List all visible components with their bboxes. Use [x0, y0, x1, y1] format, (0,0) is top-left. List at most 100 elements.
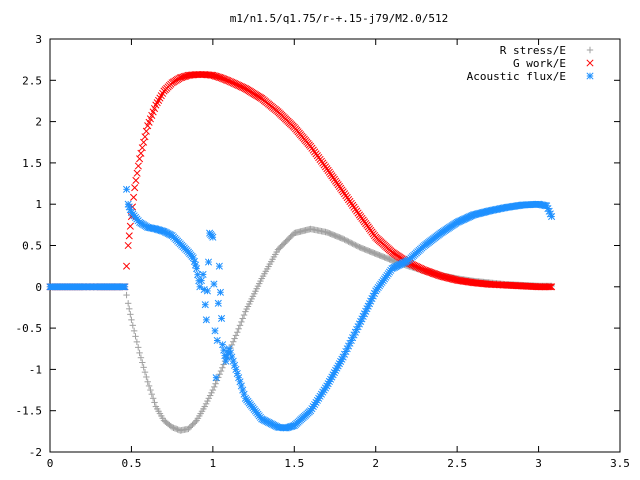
data-point: [179, 73, 187, 81]
data-point: [148, 390, 155, 398]
data-point: [240, 390, 248, 398]
x-tick-label: 0: [47, 457, 54, 470]
data-point: [135, 344, 142, 351]
x-tick-label: 2.5: [447, 457, 467, 470]
x-tick-label: 1.5: [284, 457, 304, 470]
x-tick-label: 3: [535, 457, 542, 470]
data-point: [428, 269, 436, 277]
data-point: [208, 389, 215, 397]
data-point: [339, 235, 347, 243]
data-point: [426, 268, 434, 276]
data-point: [209, 233, 217, 241]
data-point: [352, 241, 359, 249]
data-point: [546, 283, 554, 291]
y-tick-label: -2: [29, 446, 42, 459]
data-point: [125, 232, 133, 240]
data-point: [213, 336, 221, 345]
data-point: [201, 301, 209, 309]
data-point: [174, 426, 181, 433]
y-tick-label: -1.5: [16, 405, 43, 418]
data-point: [203, 287, 211, 295]
data-point: [137, 149, 145, 157]
data-point: [132, 333, 139, 340]
data-point: [141, 133, 149, 141]
data-point: [193, 265, 201, 273]
chart-title: m1/n1.5/q1.75/r-+.15-j79/M2.0/512: [230, 12, 449, 25]
data-point: [353, 242, 360, 249]
axis-ticks: 0 0.5 1 1.5 2 2.5 3 3.5 -2 -1.5 -1 -0.5 0 0.5 1 1.5 2 2.5…: [16, 33, 630, 470]
data-point: [199, 270, 207, 278]
data-point: [126, 222, 134, 230]
data-point: [345, 342, 353, 350]
data-point: [149, 395, 157, 402]
data-point: [232, 332, 240, 339]
data-point: [230, 338, 237, 345]
data-point: [433, 271, 441, 279]
data-point: [212, 380, 219, 387]
data-point: [210, 72, 218, 80]
data-point: [127, 311, 134, 318]
data-point: [206, 392, 214, 399]
data-point: [342, 237, 350, 244]
data-point: [236, 322, 244, 329]
x-tick-label: 1: [210, 457, 217, 470]
legend-label: Acoustic flux/E: [467, 70, 566, 83]
data-point: [133, 338, 141, 346]
y-tick-label: 2.5: [22, 74, 42, 87]
data-point: [173, 425, 180, 433]
data-point: [189, 421, 196, 428]
data-point: [130, 193, 138, 201]
data-point: [548, 283, 556, 291]
data-point: [139, 359, 146, 366]
legend-marker: [586, 59, 594, 67]
data-point: [240, 311, 248, 319]
data-point: [231, 335, 238, 342]
data-point: [222, 357, 230, 365]
data-point: [186, 424, 193, 431]
data-point: [205, 395, 212, 402]
data-point: [214, 299, 222, 307]
data-point: [212, 374, 220, 382]
data-point: [228, 341, 236, 349]
data-point: [132, 176, 140, 185]
data-point: [144, 378, 151, 385]
data-point: [429, 269, 437, 277]
data-point: [124, 300, 132, 307]
data-point: [142, 127, 150, 135]
data-point: [210, 280, 218, 288]
data-point: [190, 420, 198, 427]
data-point: [348, 239, 355, 247]
data-point: [204, 258, 213, 266]
data-point: [423, 267, 431, 275]
data-point: [131, 184, 139, 192]
y-tick-label: -0.5: [16, 322, 43, 335]
data-point: [239, 315, 246, 322]
data-point: [217, 367, 225, 375]
data-point: [422, 267, 430, 275]
data-point: [122, 262, 131, 270]
data-point: [431, 270, 439, 278]
data-point: [349, 240, 356, 247]
data-point: [235, 325, 242, 332]
data-point: [325, 377, 333, 386]
data-point: [151, 399, 158, 406]
legend-label: G work/E: [513, 57, 566, 70]
data-point: [216, 288, 225, 296]
data-point: [168, 424, 176, 431]
data-point: [136, 349, 143, 357]
data-point: [171, 425, 179, 432]
y-tick-label: 2: [35, 116, 42, 129]
y-tick-label: 0: [35, 281, 42, 294]
data-point: [138, 144, 146, 152]
data-point: [196, 283, 204, 291]
data-point: [364, 302, 372, 310]
data-point: [548, 213, 556, 221]
series-g-work-e: [46, 70, 556, 291]
data-point: [140, 138, 148, 146]
data-point: [147, 386, 154, 394]
data-point: [197, 277, 206, 285]
data-marks: [46, 70, 556, 434]
data-point: [421, 266, 429, 274]
data-point: [128, 316, 135, 324]
